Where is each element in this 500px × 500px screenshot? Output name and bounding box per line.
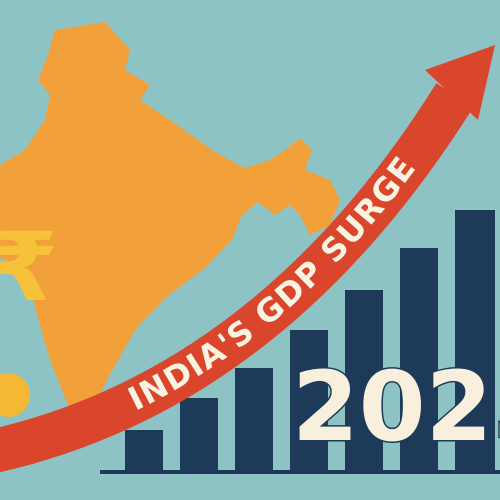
bar bbox=[345, 290, 383, 470]
bar bbox=[290, 330, 328, 470]
year: 2025 bbox=[292, 351, 500, 463]
india-map bbox=[0, 22, 340, 418]
bar bbox=[400, 248, 438, 470]
coin bbox=[0, 373, 30, 417]
rupee-symbol: ₹ bbox=[0, 213, 58, 323]
bar bbox=[180, 398, 218, 470]
bar bbox=[455, 210, 495, 470]
bar bbox=[125, 430, 163, 470]
bars bbox=[125, 210, 495, 470]
bar bbox=[235, 368, 273, 470]
arrow-head bbox=[425, 45, 495, 120]
